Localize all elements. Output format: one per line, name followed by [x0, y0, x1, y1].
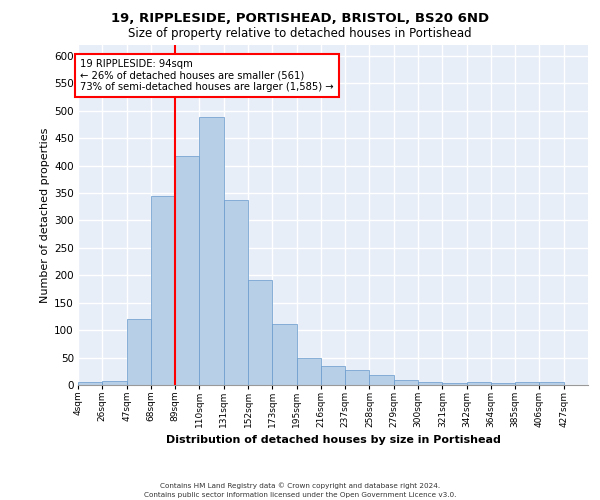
Bar [467, 382, 491, 385]
Bar [127, 319, 151, 385]
Bar [78, 382, 102, 385]
Text: Contains HM Land Registry data © Crown copyright and database right 2024.
Contai: Contains HM Land Registry data © Crown c… [144, 482, 456, 498]
Bar [175, 156, 199, 385]
Bar [515, 382, 539, 385]
Bar [491, 383, 515, 385]
Bar [272, 324, 296, 385]
Text: 19, RIPPLESIDE, PORTISHEAD, BRISTOL, BS20 6ND: 19, RIPPLESIDE, PORTISHEAD, BRISTOL, BS2… [111, 12, 489, 26]
Bar [442, 383, 467, 385]
Bar [394, 380, 418, 385]
Bar [539, 382, 564, 385]
Bar [370, 375, 394, 385]
Bar [199, 118, 224, 385]
Bar [248, 280, 272, 385]
Text: Size of property relative to detached houses in Portishead: Size of property relative to detached ho… [128, 28, 472, 40]
Bar [418, 382, 442, 385]
X-axis label: Distribution of detached houses by size in Portishead: Distribution of detached houses by size … [166, 436, 500, 446]
Bar [151, 196, 175, 385]
Bar [345, 370, 370, 385]
Bar [224, 200, 248, 385]
Bar [102, 381, 127, 385]
Bar [321, 366, 345, 385]
Text: 19 RIPPLESIDE: 94sqm
← 26% of detached houses are smaller (561)
73% of semi-deta: 19 RIPPLESIDE: 94sqm ← 26% of detached h… [80, 58, 334, 92]
Y-axis label: Number of detached properties: Number of detached properties [40, 128, 50, 302]
Bar [296, 358, 321, 385]
